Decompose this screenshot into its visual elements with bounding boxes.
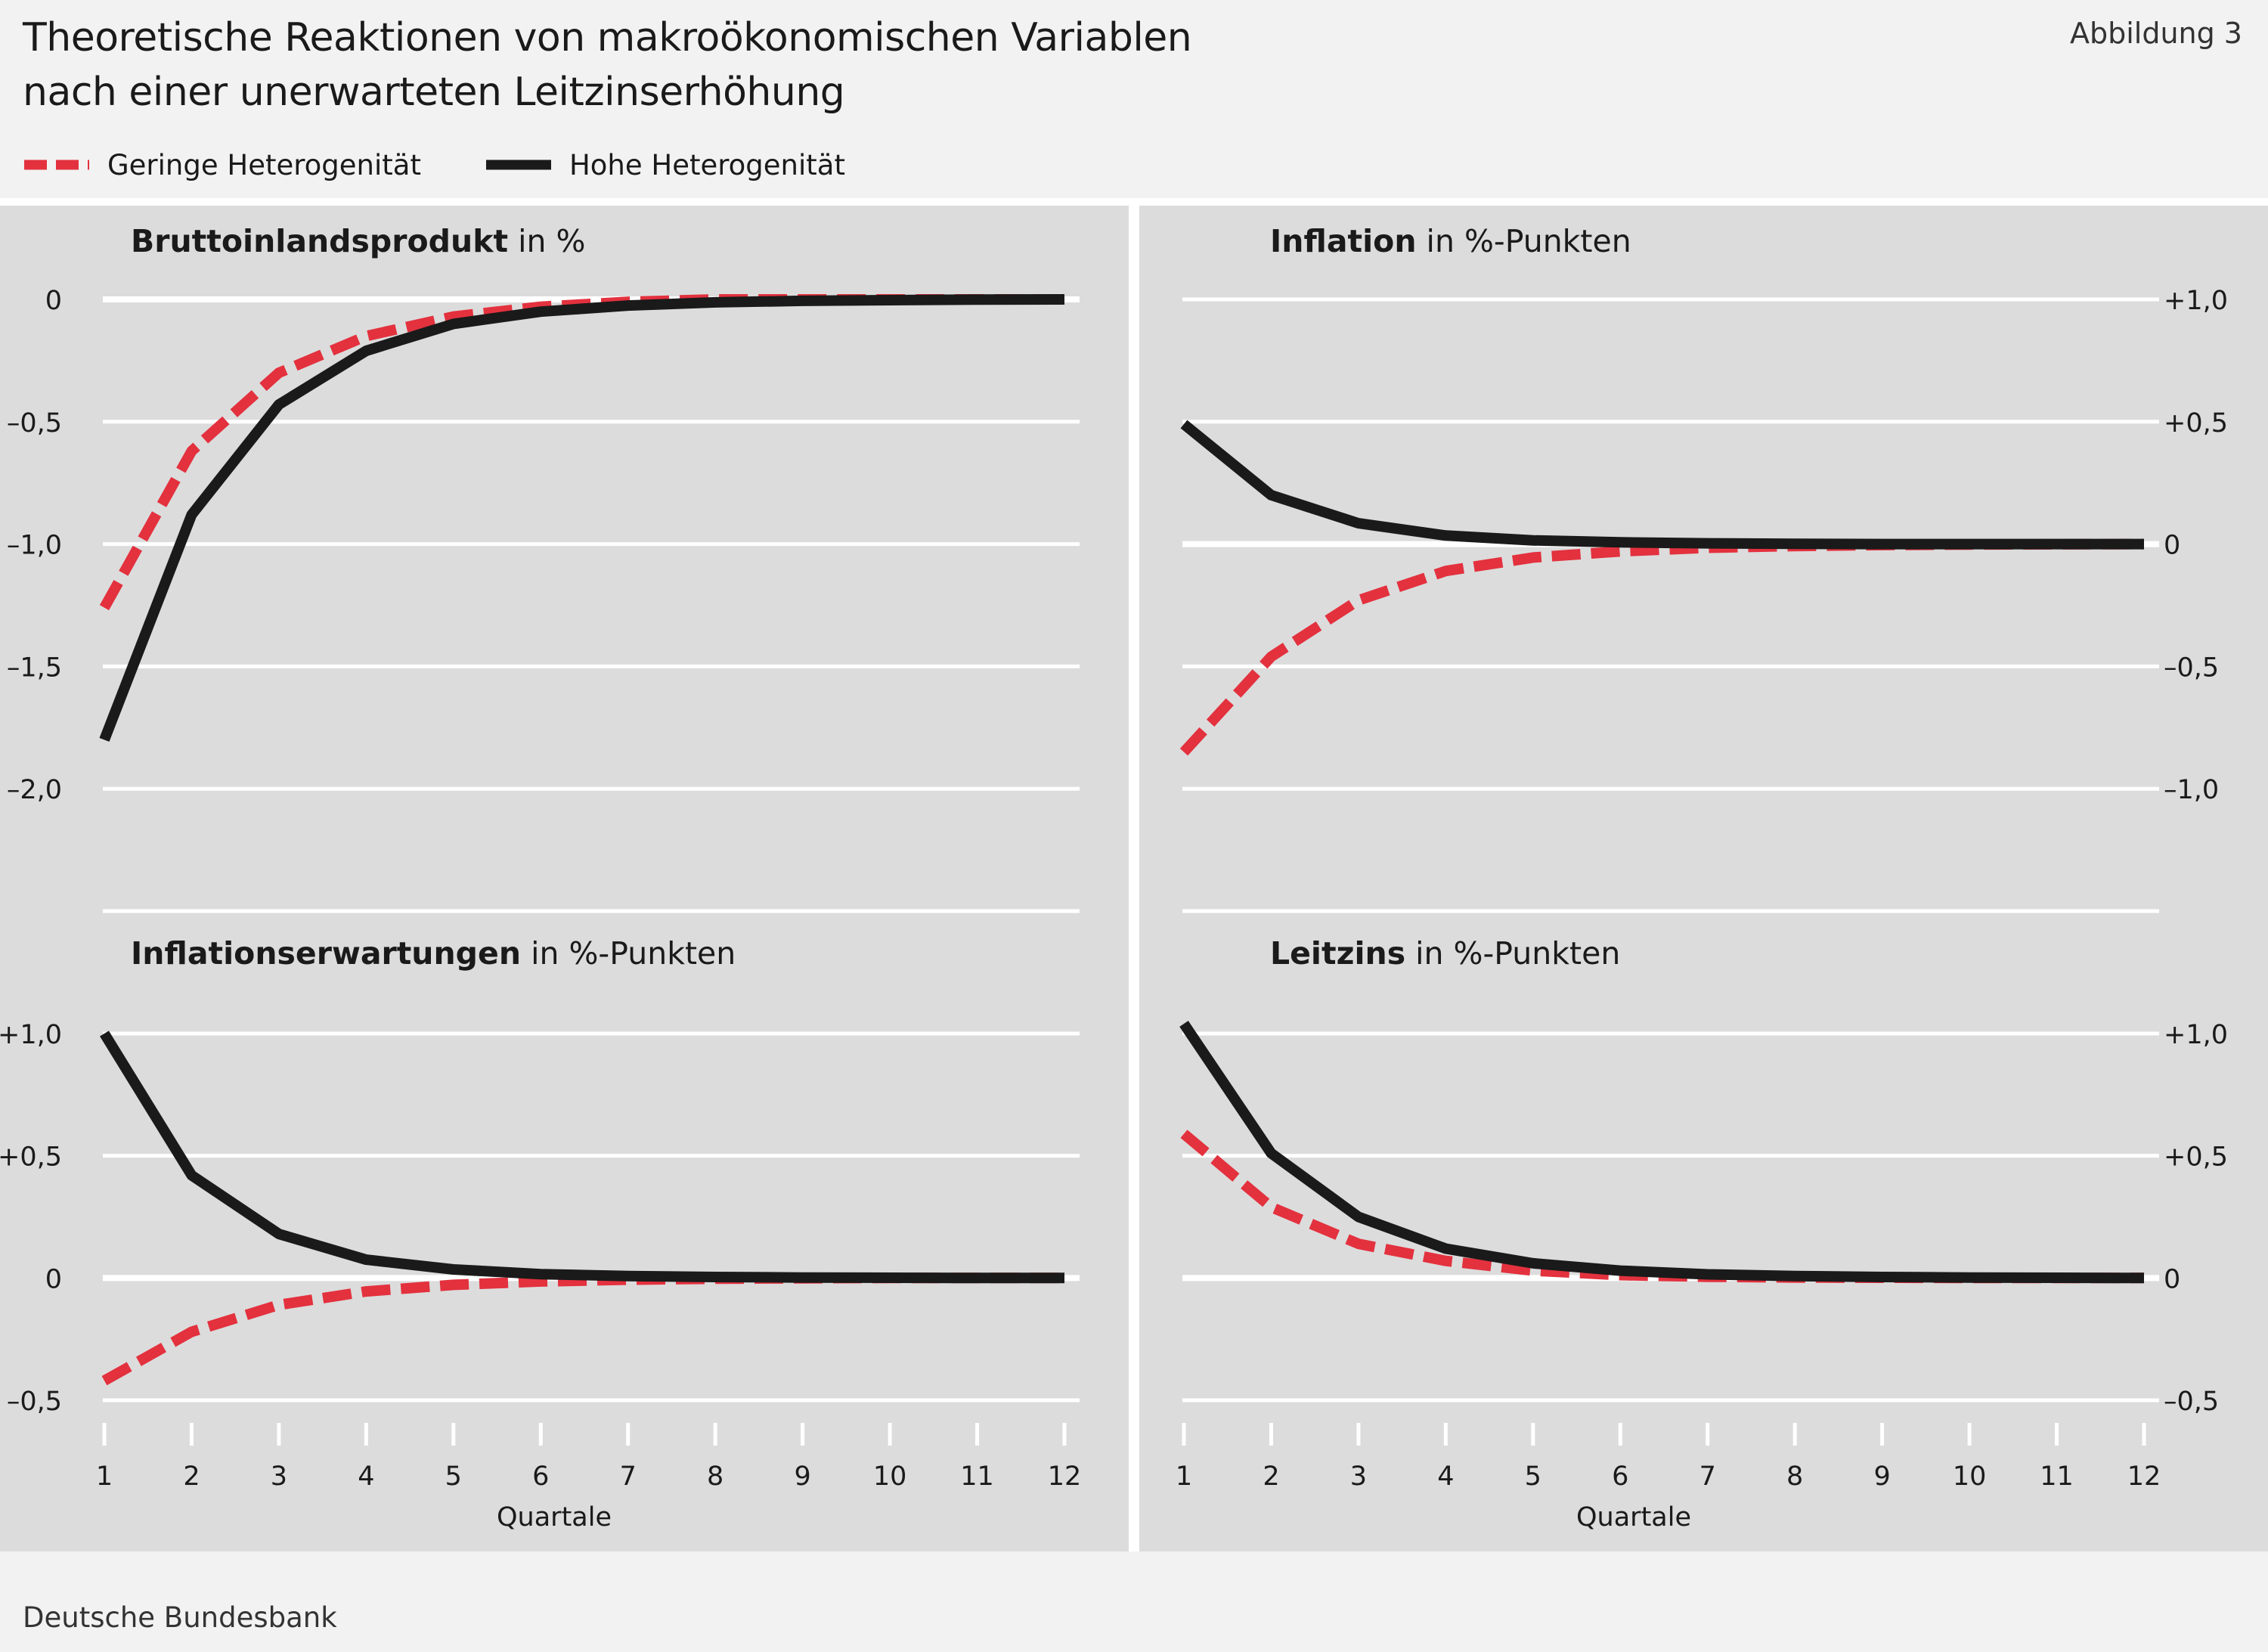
x-tick-label: 3: [271, 1461, 287, 1492]
panel-title-main: Bruttoinlandsprodukt: [131, 223, 508, 259]
y-tick-label: –0,5: [7, 408, 62, 439]
panel-title-4: Leitzins in %-Punkten: [1270, 935, 1620, 972]
x-tick-label: 4: [1437, 1461, 1454, 1492]
x-tick-label: 12: [2127, 1461, 2161, 1492]
x-tick-label: 4: [358, 1461, 374, 1492]
panel-bg-col-1: [0, 206, 1129, 1551]
series-line-low: [101, 1272, 1064, 1386]
title-line-1: Theoretische Reaktionen von makroökonomi…: [23, 15, 1192, 60]
y-tick-label: 0: [2164, 531, 2180, 561]
panel-title-main: Inflation: [1270, 223, 1417, 259]
y-tick-label: 0: [45, 286, 62, 316]
series-line-high: [1180, 420, 2144, 550]
panel-title-1: Bruttoinlandsprodukt in %: [131, 223, 585, 259]
x-tick-label: 1: [1176, 1461, 1192, 1492]
legend-swatch-high: [485, 160, 551, 170]
series-line-high: [100, 1031, 1064, 1284]
y-tick-label: +0,5: [2164, 1142, 2228, 1173]
x-tick-label: 10: [1953, 1461, 1987, 1492]
y-tick-label: –0,5: [7, 1387, 62, 1417]
x-tick-label: 7: [620, 1461, 637, 1492]
panel-title-unit: in %-Punkten: [521, 935, 736, 972]
panel-bg-col-2: [1139, 206, 2268, 1551]
x-axis-label: Quartale: [497, 1502, 612, 1533]
x-tick-label: 5: [1525, 1461, 1541, 1492]
x-tick-label: 6: [1612, 1461, 1628, 1492]
legend-label-low: Geringe Heterogenität: [107, 148, 421, 181]
y-tick-label: 0: [45, 1264, 62, 1294]
x-tick-label: 5: [445, 1461, 462, 1492]
legend: Geringe Heterogenität Hohe Heterogenität: [23, 144, 909, 186]
panel-title-main: Leitzins: [1270, 935, 1405, 972]
y-tick-label: –0,5: [2164, 1387, 2219, 1417]
x-tick-label: 10: [873, 1461, 907, 1492]
source-note: Deutsche Bundesbank: [23, 1601, 337, 1634]
series-line-high: [1179, 1021, 2145, 1284]
y-tick-label: –1,0: [7, 531, 62, 561]
x-tick-label: 1: [96, 1461, 113, 1492]
y-tick-label: –1,5: [7, 652, 62, 683]
y-tick-label: +0,5: [0, 1142, 62, 1173]
y-tick-label: –0,5: [2164, 652, 2219, 683]
y-tick-label: 0: [2164, 1264, 2180, 1294]
panel-title-2: Inflation in %-Punkten: [1270, 223, 1631, 259]
x-tick-label: 3: [1350, 1461, 1367, 1492]
x-tick-label: 2: [1263, 1461, 1279, 1492]
x-tick-label: 7: [1699, 1461, 1716, 1492]
x-tick-label: 11: [2040, 1461, 2074, 1492]
x-tick-label: 6: [532, 1461, 549, 1492]
legend-label-high: Hohe Heterogenität: [569, 148, 845, 181]
panel-title-unit: in %: [508, 223, 585, 259]
panel-title-unit: in %-Punkten: [1417, 223, 1631, 259]
series-line-high: [99, 294, 1065, 742]
x-tick-label: 9: [794, 1461, 810, 1492]
panel-title-3: Inflationserwartungen in %-Punkten: [131, 935, 736, 972]
y-tick-label: +1,0: [0, 1020, 62, 1050]
x-tick-label: 2: [183, 1461, 200, 1492]
y-tick-label: +1,0: [2164, 286, 2228, 316]
panel-title-unit: in %-Punkten: [1405, 935, 1620, 972]
y-tick-label: –2,0: [7, 775, 62, 805]
series-line-low: [1179, 538, 2145, 756]
x-tick-label: 12: [1048, 1461, 1082, 1492]
y-tick-label: +0,5: [2164, 408, 2228, 439]
panel-title-main: Inflationserwartungen: [131, 935, 521, 972]
figure-label: Abbildung 3: [2069, 17, 2242, 50]
legend-item-low: Geringe Heterogenität: [23, 149, 421, 181]
column-separator: [1129, 206, 1139, 1551]
legend-item-high: Hohe Heterogenität: [485, 149, 845, 181]
chart-title: Theoretische Reaktionen von makroökonomi…: [23, 11, 1192, 119]
y-tick-label: +1,0: [2164, 1020, 2228, 1050]
x-axis-label: Quartale: [1576, 1502, 1691, 1533]
x-tick-label: 8: [707, 1461, 723, 1492]
x-tick-label: 11: [960, 1461, 994, 1492]
legend-swatch-low: [24, 160, 89, 170]
x-tick-label: 9: [1873, 1461, 1890, 1492]
title-line-2: nach einer unerwarteten Leitzinserhöhung: [23, 70, 845, 115]
y-tick-label: –1,0: [2164, 775, 2219, 805]
x-tick-label: 8: [1786, 1461, 1803, 1492]
